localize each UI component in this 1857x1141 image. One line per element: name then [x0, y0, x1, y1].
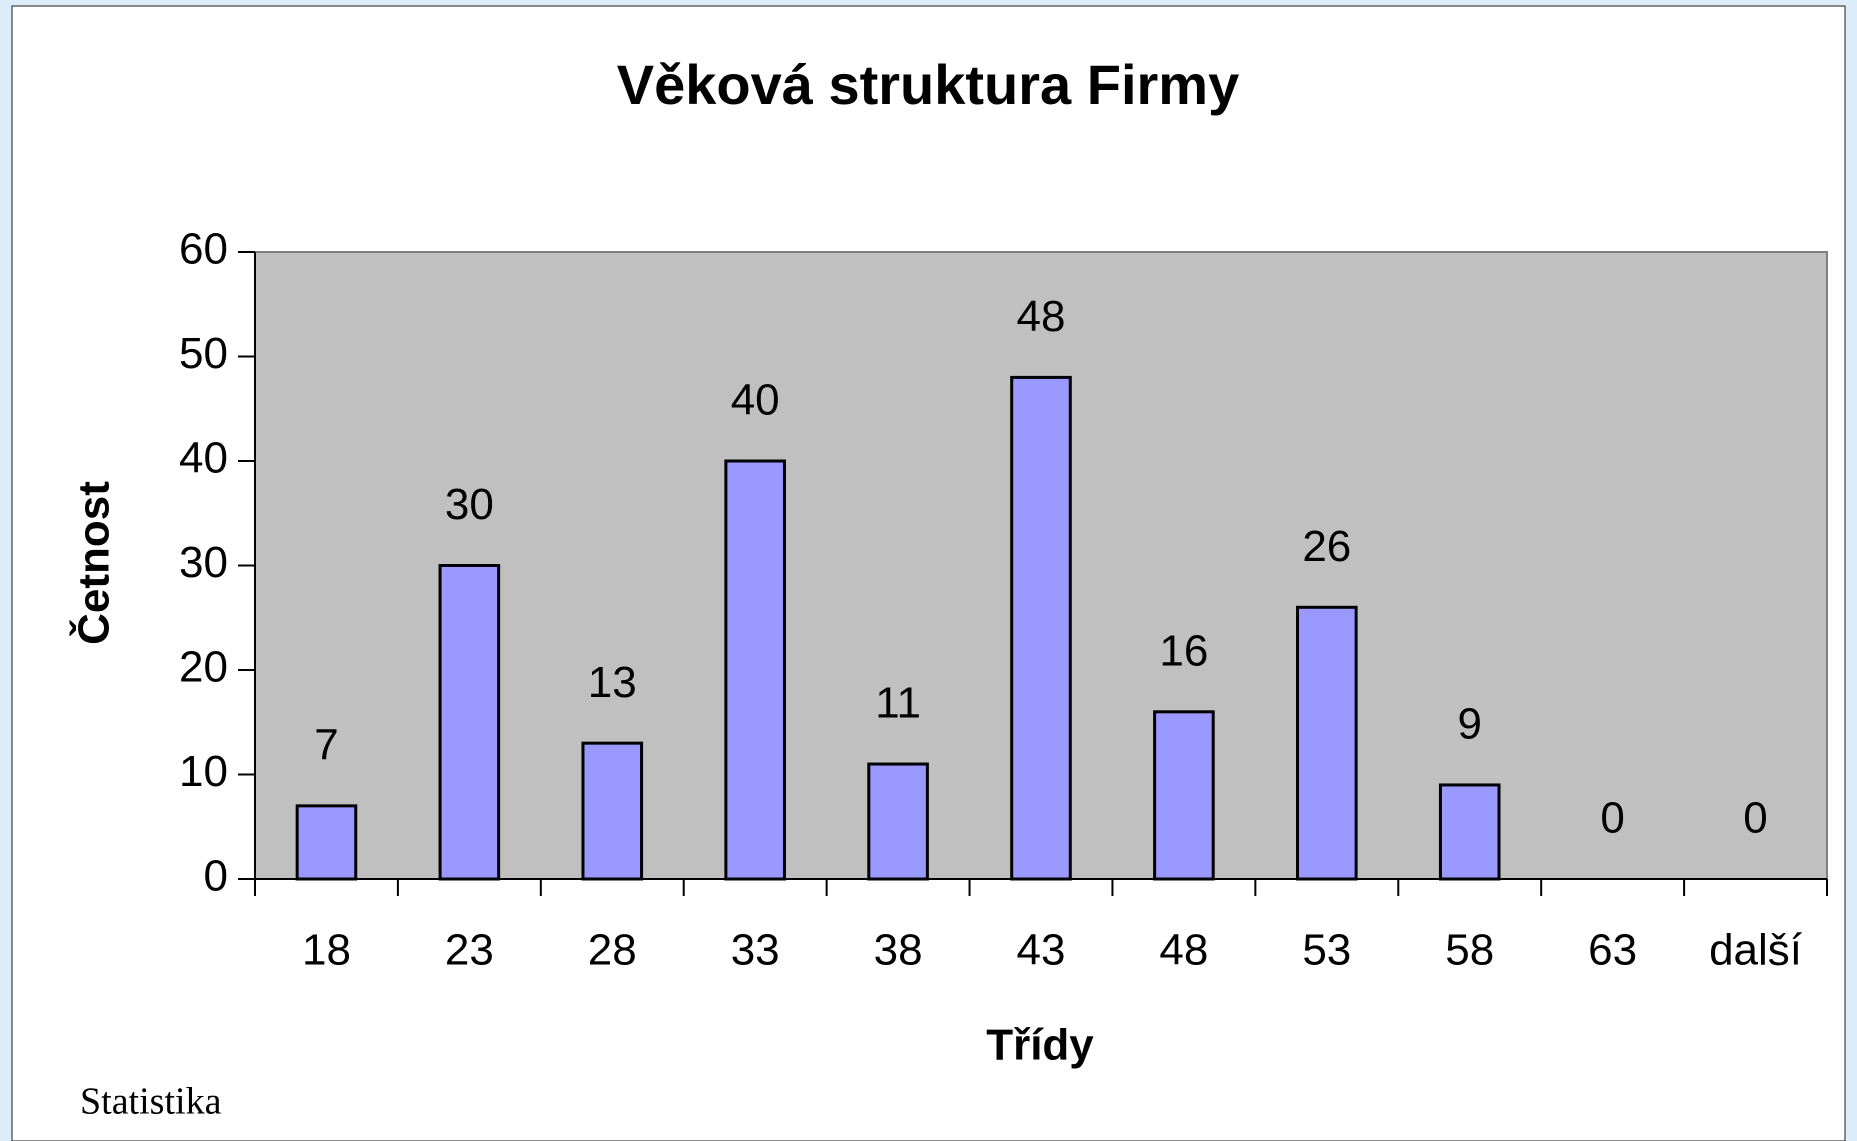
data-label: 40 — [731, 376, 780, 425]
bar — [1010, 375, 1072, 881]
bar — [1296, 605, 1358, 881]
y-tick-label: 50 — [179, 329, 228, 378]
bar — [295, 804, 358, 881]
x-tick-label: 63 — [1588, 926, 1637, 975]
x-tick-label: 53 — [1302, 926, 1351, 975]
bar — [1153, 710, 1215, 881]
y-axis-title: Četnost — [68, 481, 119, 645]
y-tick-label: 40 — [179, 434, 228, 483]
x-tick-label: 58 — [1445, 926, 1494, 975]
y-tick-label: 30 — [179, 538, 228, 587]
x-tick-label: 28 — [588, 926, 637, 975]
bar — [724, 459, 786, 881]
data-label: 11 — [875, 679, 921, 728]
data-label: 0 — [1743, 794, 1767, 843]
y-tick-label: 0 — [204, 852, 228, 901]
y-tick-label: 20 — [179, 643, 228, 692]
bar — [1438, 783, 1501, 881]
chart-title: Věková struktura Firmy — [617, 53, 1239, 116]
x-tick-label: 18 — [302, 926, 351, 975]
x-tick-label: 43 — [1017, 926, 1066, 975]
x-tick-label: další — [1709, 926, 1803, 975]
data-label: 9 — [1457, 700, 1481, 749]
data-label: 48 — [1017, 292, 1066, 341]
y-tick-label: 10 — [179, 747, 228, 796]
data-label: 7 — [314, 720, 338, 769]
x-tick-label: 48 — [1159, 926, 1208, 975]
data-label: 0 — [1600, 794, 1624, 843]
bar — [581, 741, 644, 881]
x-tick-label: 33 — [731, 926, 780, 975]
data-label: 16 — [1159, 626, 1208, 675]
x-tick-label: 23 — [445, 926, 494, 975]
x-axis-title: Třídy — [986, 1021, 1094, 1070]
x-tick-label: 38 — [874, 926, 923, 975]
bar — [867, 762, 929, 881]
data-label: 13 — [588, 658, 637, 707]
data-label: 26 — [1302, 522, 1351, 571]
y-tick-label: 60 — [179, 225, 228, 274]
bar — [438, 564, 501, 881]
data-label: 30 — [445, 480, 494, 529]
footer-text: Statistika — [80, 1081, 222, 1123]
